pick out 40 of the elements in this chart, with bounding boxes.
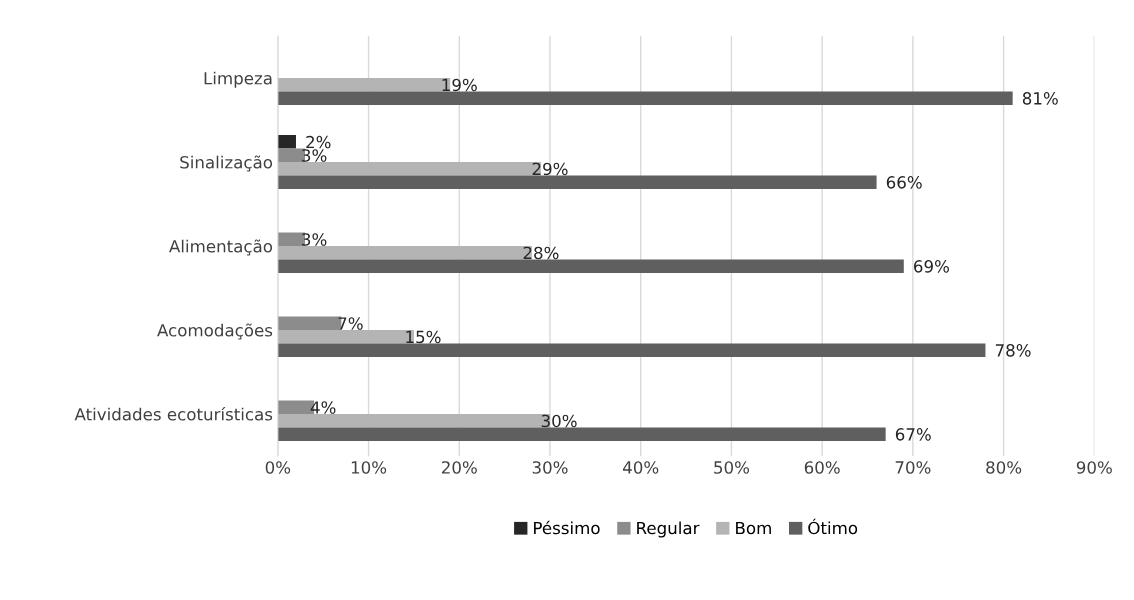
y-tick-label: Alimentação	[169, 239, 273, 256]
legend-label: Péssimo	[534, 520, 600, 535]
data-label: 29%	[532, 162, 568, 176]
x-tick-label: 90%	[1076, 461, 1112, 474]
data-label: 7%	[338, 317, 363, 330]
bar	[277, 427, 886, 441]
y-tick-label: Atividades ecoturísticas	[74, 407, 273, 421]
data-label: 2%	[306, 135, 331, 149]
legend-label: Bom	[736, 521, 771, 535]
data-label: 30%	[541, 414, 577, 428]
y-tick-label: Acomodações	[157, 323, 273, 340]
y-tick-label: Sinalização	[180, 155, 273, 172]
data-label: 78%	[995, 344, 1031, 357]
data-label: 81%	[1022, 92, 1058, 105]
legend-label: Ótimo	[808, 518, 858, 535]
data-label: 3%	[302, 149, 327, 162]
x-tick-label: 60%	[804, 461, 840, 474]
data-label: 19%	[442, 78, 477, 92]
data-label: 28%	[523, 246, 559, 260]
data-label: 67%	[895, 428, 931, 441]
x-tick-label: 70%	[895, 461, 931, 474]
data-label: 3%	[302, 233, 327, 246]
x-tick-label: 50%	[714, 461, 750, 474]
data-label: 66%	[886, 176, 922, 189]
data-label: 15%	[406, 330, 441, 344]
x-tick-label: 10%	[351, 461, 387, 474]
x-tick-label: 40%	[623, 461, 659, 474]
bar	[277, 175, 877, 189]
x-tick-label: 30%	[532, 461, 568, 474]
x-tick-label: 20%	[441, 461, 477, 474]
bar	[277, 135, 296, 149]
bar	[277, 343, 986, 357]
legend-label: Regular	[637, 521, 700, 538]
data-label: 4%	[310, 401, 336, 414]
x-tick-label: 0%	[265, 461, 291, 474]
y-tick-label: Limpeza	[204, 71, 272, 88]
bar	[277, 91, 1013, 105]
x-tick-label: 80%	[986, 461, 1022, 474]
bar	[277, 259, 904, 273]
data-label: 69%	[914, 260, 949, 273]
